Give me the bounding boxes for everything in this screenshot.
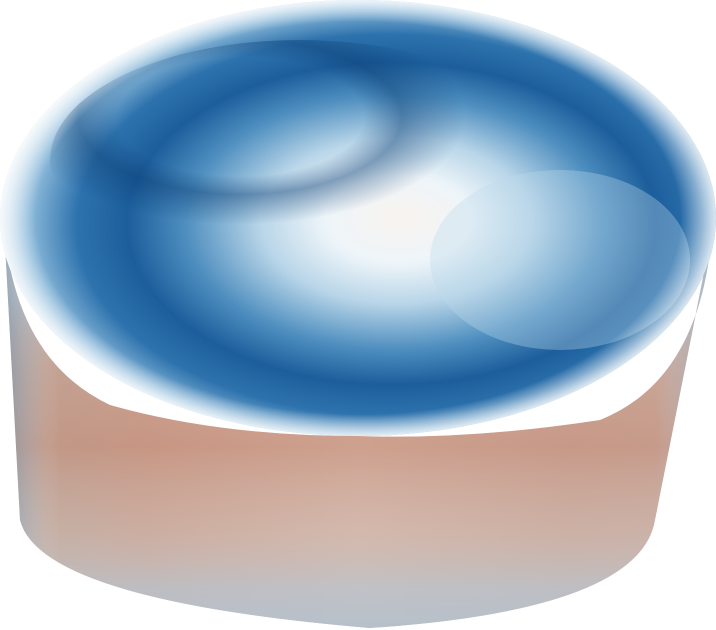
cylinder-top-face bbox=[0, 0, 716, 436]
cylinder-side-wall bbox=[4, 225, 712, 628]
